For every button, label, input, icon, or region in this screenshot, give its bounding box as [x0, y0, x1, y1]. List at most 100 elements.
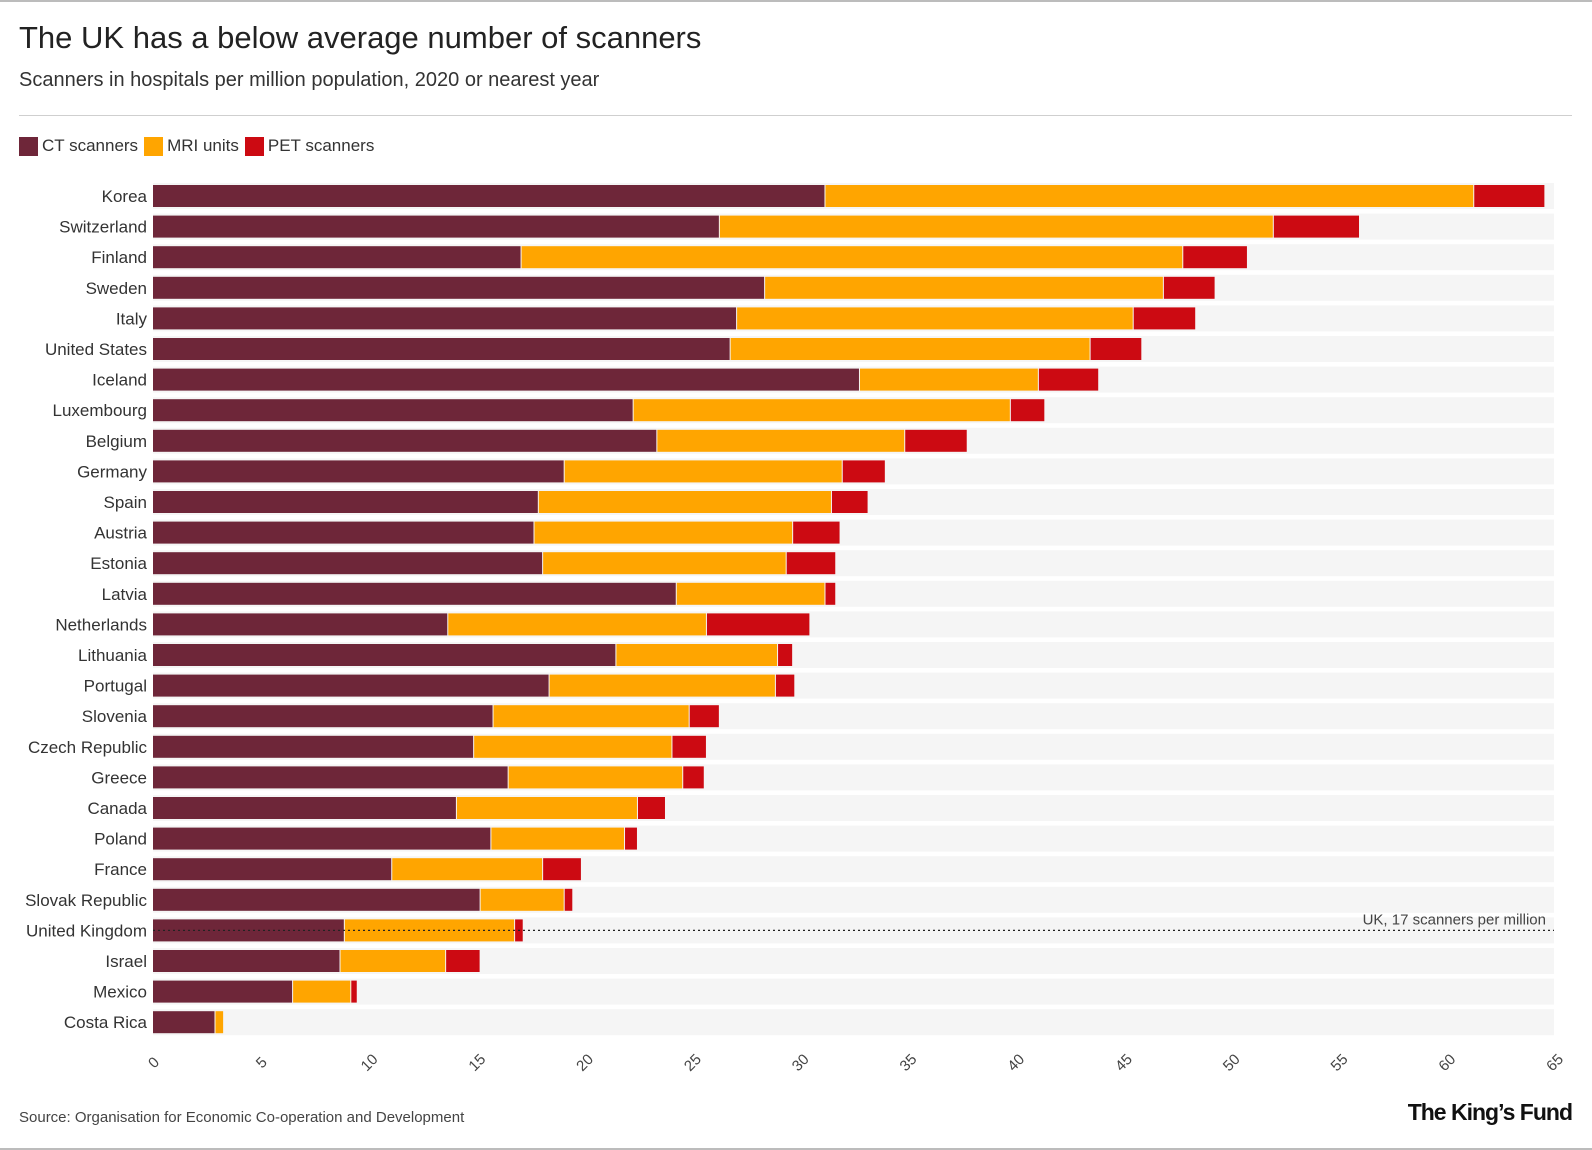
bar-slovak-republic-mri-units: [480, 888, 564, 911]
bar-netherlands-mri-units: [448, 613, 706, 636]
top-border: [0, 0, 1592, 2]
chart-subtitle: Scanners in hospitals per million popula…: [19, 69, 600, 91]
category-label-czech-republic: Czech Republic: [28, 738, 148, 757]
category-label-austria: Austria: [94, 524, 147, 543]
category-label-israel: Israel: [105, 952, 147, 971]
bar-finland-mri-units: [521, 246, 1183, 269]
legend-swatch-ct: [19, 136, 38, 156]
row-band: [153, 1009, 1554, 1036]
category-label-slovenia: Slovenia: [82, 707, 148, 726]
bar-estonia-mri-units: [543, 552, 786, 575]
x-tick-label-20: 20: [573, 1051, 597, 1075]
bar-portugal-ct-scanners: [153, 674, 549, 697]
x-tick-label-5: 5: [253, 1054, 271, 1072]
bar-sweden-ct-scanners: [153, 276, 765, 299]
category-label-sweden: Sweden: [86, 279, 147, 298]
bar-luxembourg-pet-scanners: [1010, 399, 1045, 422]
bar-slovenia-ct-scanners: [153, 705, 493, 728]
legend-item-pet: PET scanners: [244, 136, 374, 156]
legend-label-ct: CT scanners: [42, 136, 139, 155]
bar-latvia-ct-scanners: [153, 582, 676, 605]
x-tick-label-35: 35: [897, 1051, 921, 1075]
bar-sweden-mri-units: [765, 276, 1163, 299]
bar-mexico-pet-scanners: [351, 980, 357, 1003]
bar-czech-republic-ct-scanners: [153, 735, 474, 758]
bar-switzerland-mri-units: [719, 215, 1273, 238]
header-divider: [19, 115, 1572, 116]
legend-swatch-pet: [244, 136, 264, 156]
bar-canada-ct-scanners: [153, 797, 456, 819]
category-label-luxembourg: Luxembourg: [52, 401, 147, 420]
row-band: [153, 978, 1554, 1005]
bar-costa-rica-ct-scanners: [153, 1011, 215, 1034]
bar-poland-ct-scanners: [153, 827, 491, 850]
category-label-greece: Greece: [91, 768, 147, 787]
source-note: Source: Organisation for Economic Co-ope…: [19, 1109, 465, 1126]
category-label-switzerland: Switzerland: [59, 218, 147, 237]
chart-title: The UK has a below average number of sca…: [19, 20, 702, 55]
category-label-poland: Poland: [94, 830, 147, 849]
x-tick-label-50: 50: [1220, 1051, 1244, 1075]
x-tick-label-0: 0: [145, 1054, 163, 1072]
bar-united-states-pet-scanners: [1090, 338, 1142, 360]
bar-switzerland-ct-scanners: [153, 215, 719, 238]
bar-finland-ct-scanners: [153, 246, 521, 269]
bar-finland-pet-scanners: [1183, 246, 1247, 269]
bar-portugal-mri-units: [549, 674, 775, 697]
category-label-estonia: Estonia: [90, 554, 147, 573]
bar-italy-mri-units: [737, 307, 1133, 330]
bar-netherlands-ct-scanners: [153, 613, 448, 636]
bar-latvia-pet-scanners: [825, 582, 836, 605]
legend-item-mri: MRI units: [144, 136, 239, 156]
bar-czech-republic-mri-units: [474, 735, 672, 758]
brand-logo: The King’s Fund: [1407, 1099, 1573, 1125]
bar-united-states-mri-units: [730, 338, 1090, 360]
legend-item-ct: CT scanners: [19, 136, 138, 156]
uk-reference-label: UK, 17 scanners per million: [1363, 911, 1546, 928]
category-label-spain: Spain: [104, 493, 147, 512]
x-tick-label-60: 60: [1435, 1051, 1459, 1075]
bar-france-ct-scanners: [153, 858, 392, 881]
bar-mexico-ct-scanners: [153, 980, 293, 1003]
bar-germany-mri-units: [564, 460, 842, 483]
bar-austria-ct-scanners: [153, 521, 534, 544]
x-tick-label-25: 25: [681, 1051, 705, 1075]
bar-luxembourg-ct-scanners: [153, 399, 633, 422]
bar-austria-mri-units: [534, 521, 793, 544]
bar-mexico-mri-units: [293, 980, 351, 1003]
bar-poland-pet-scanners: [625, 827, 637, 850]
stacked-bar-chart: Korea Switzerland Finland Sweden Italy United…: [25, 183, 1567, 1075]
bar-luxembourg-mri-units: [633, 399, 1010, 422]
bar-slovak-republic-pet-scanners: [564, 888, 573, 911]
x-tick-label-55: 55: [1328, 1051, 1352, 1075]
bar-canada-pet-scanners: [637, 797, 665, 819]
bar-spain-ct-scanners: [153, 491, 538, 513]
bar-italy-pet-scanners: [1133, 307, 1196, 330]
category-label-portugal: Portugal: [84, 677, 147, 696]
bar-slovenia-pet-scanners: [689, 705, 719, 728]
category-label-germany: Germany: [77, 462, 147, 481]
x-tick-label-30: 30: [789, 1051, 813, 1075]
bar-latvia-mri-units: [676, 582, 825, 605]
bar-austria-pet-scanners: [793, 521, 840, 544]
bar-slovak-republic-ct-scanners: [153, 888, 480, 911]
bar-lithuania-pet-scanners: [778, 644, 793, 666]
bar-belgium-ct-scanners: [153, 429, 657, 452]
category-label-belgium: Belgium: [86, 432, 147, 451]
bar-united-states-ct-scanners: [153, 338, 730, 360]
bar-germany-pet-scanners: [842, 460, 885, 483]
bar-netherlands-pet-scanners: [706, 613, 810, 636]
legend-label-mri: MRI units: [167, 136, 239, 155]
x-tick-label-40: 40: [1004, 1051, 1028, 1075]
bar-greece-ct-scanners: [153, 766, 508, 789]
bar-estonia-ct-scanners: [153, 552, 543, 575]
category-label-netherlands: Netherlands: [55, 615, 147, 634]
bar-portugal-pet-scanners: [775, 674, 795, 697]
bar-israel-mri-units: [340, 950, 446, 972]
x-tick-label-15: 15: [465, 1051, 489, 1075]
x-tick-label-10: 10: [358, 1051, 382, 1075]
bar-france-mri-units: [392, 858, 543, 881]
bar-iceland-mri-units: [859, 368, 1038, 391]
bar-korea-pet-scanners: [1474, 185, 1545, 207]
bar-korea-ct-scanners: [153, 185, 825, 207]
